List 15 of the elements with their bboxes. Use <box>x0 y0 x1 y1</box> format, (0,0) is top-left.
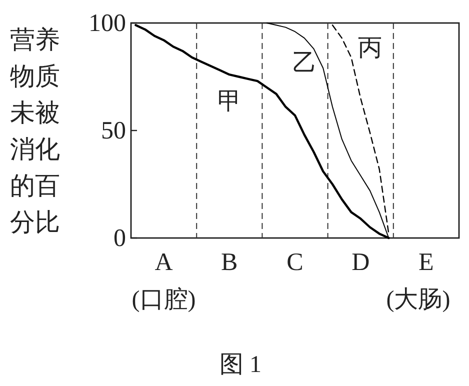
series-label: 甲 <box>217 89 242 115</box>
caption: 图 1 <box>220 352 262 378</box>
text: (口腔) <box>132 286 196 313</box>
x-tick-label: E <box>418 249 434 276</box>
text: (大肠) <box>386 287 450 313</box>
x-tick-label: C <box>286 249 304 276</box>
x-tick-label: B <box>221 249 238 276</box>
x-tick-label: A <box>154 249 173 276</box>
series-label: 乙 <box>292 50 316 76</box>
y-axis-title: 营养物质未被消化的百分比 <box>10 26 60 236</box>
series-label: 丙 <box>358 35 382 62</box>
y-tick-label: 0 <box>114 225 126 252</box>
y-tick-label: 50 <box>101 118 126 144</box>
x-tick-label: D <box>352 249 370 276</box>
y-tick-label: 100 <box>88 10 126 37</box>
